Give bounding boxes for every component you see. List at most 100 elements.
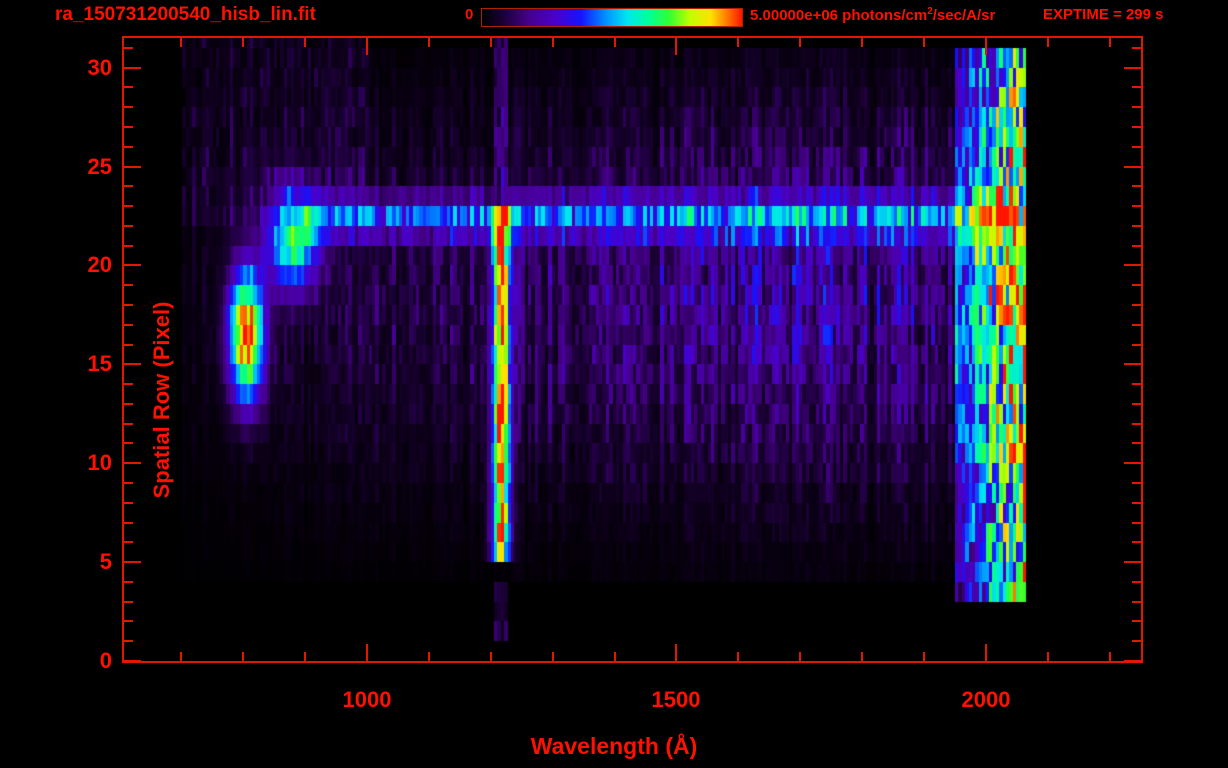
y-tick-major — [124, 462, 141, 464]
y-tick-minor — [124, 522, 133, 524]
y-tick-minor — [124, 106, 133, 108]
x-tick-minor-top — [428, 38, 430, 47]
y-tick-label: 15 — [87, 351, 112, 376]
y-tick-label: 20 — [87, 252, 112, 277]
y-tick-minor — [124, 146, 133, 148]
y-tick-minor — [124, 47, 133, 49]
y-tick-minor — [124, 541, 133, 543]
x-tick-minor-top — [799, 38, 801, 47]
y-tick-minor-right — [1132, 601, 1141, 603]
y-tick-minor-right — [1132, 106, 1141, 108]
x-tick-minor-top — [737, 38, 739, 47]
y-tick-minor-right — [1132, 205, 1141, 207]
y-tick-major-right — [1124, 561, 1141, 563]
y-tick-minor — [124, 284, 133, 286]
y-tick-label: 30 — [87, 55, 112, 80]
x-tick-minor — [737, 652, 739, 661]
x-tick-minor — [304, 652, 306, 661]
y-axis-title: Spatial Row (Pixel) — [149, 301, 174, 499]
x-tick-minor — [861, 652, 863, 661]
y-tick-minor-right — [1132, 146, 1141, 148]
x-tick-minor — [552, 652, 554, 661]
x-tick-minor — [490, 652, 492, 661]
y-tick-minor-right — [1132, 126, 1141, 128]
y-tick-major-right — [1124, 67, 1141, 69]
x-tick-minor-top — [180, 38, 182, 47]
y-tick-minor-right — [1132, 185, 1141, 187]
x-tick-minor — [242, 652, 244, 661]
y-tick-major-right — [1124, 264, 1141, 266]
y-tick-minor — [124, 126, 133, 128]
x-axis-title: Wavelength (Å) — [530, 733, 698, 759]
x-tick-major-top — [985, 38, 987, 55]
colorbar-min-label: 0 — [465, 6, 474, 23]
y-tick-minor-right — [1132, 304, 1141, 306]
x-tick-minor-top — [1109, 38, 1111, 47]
y-tick-minor-right — [1132, 522, 1141, 524]
y-tick-label: 5 — [99, 549, 112, 574]
y-tick-minor — [124, 601, 133, 603]
page-title: ra_150731200540_hisb_lin.fit — [55, 4, 316, 25]
y-tick-minor-right — [1132, 225, 1141, 227]
x-tick-minor — [923, 652, 925, 661]
x-tick-minor — [614, 652, 616, 661]
y-tick-minor — [124, 205, 133, 207]
y-tick-minor-right — [1132, 324, 1141, 326]
colorbar-max-exponent: 2 — [927, 6, 933, 17]
y-tick-minor — [124, 383, 133, 385]
exposure-time-label: EXPTIME = 299 s — [1043, 6, 1164, 23]
y-tick-minor-right — [1132, 86, 1141, 88]
y-tick-label: 25 — [87, 154, 112, 179]
y-tick-minor — [124, 304, 133, 306]
y-tick-minor — [124, 581, 133, 583]
y-tick-minor — [124, 344, 133, 346]
y-tick-minor-right — [1132, 442, 1141, 444]
y-tick-minor-right — [1132, 423, 1141, 425]
x-tick-major-top — [366, 38, 368, 55]
y-tick-major-right — [1124, 166, 1141, 168]
x-tick-label: 1500 — [651, 687, 701, 712]
y-tick-minor — [124, 225, 133, 227]
x-tick-major — [985, 644, 987, 661]
colorbar-max-label: 5.00000e+06 photons/cm2/sec/A/sr — [750, 6, 995, 24]
y-tick-label: 0 — [99, 648, 112, 673]
y-tick-major — [124, 561, 141, 563]
y-tick-minor-right — [1132, 640, 1141, 642]
x-tick-minor — [180, 652, 182, 661]
y-tick-major — [124, 264, 141, 266]
y-tick-minor-right — [1132, 620, 1141, 622]
x-tick-major — [675, 644, 677, 661]
y-tick-minor — [124, 442, 133, 444]
colorbar-max-suffix: /sec/A/sr — [932, 7, 996, 24]
x-tick-minor-top — [490, 38, 492, 47]
y-tick-minor-right — [1132, 344, 1141, 346]
x-tick-minor — [1047, 652, 1049, 661]
y-tick-minor — [124, 185, 133, 187]
x-tick-minor-top — [242, 38, 244, 47]
y-tick-major — [124, 166, 141, 168]
y-tick-minor-right — [1132, 47, 1141, 49]
x-tick-label: 1000 — [342, 687, 392, 712]
colorbar-max-prefix: 5.00000e+06 photons/cm — [750, 7, 928, 24]
y-tick-minor — [124, 423, 133, 425]
y-tick-minor-right — [1132, 403, 1141, 405]
x-tick-minor-top — [614, 38, 616, 47]
x-tick-major-top — [675, 38, 677, 55]
y-tick-minor-right — [1132, 502, 1141, 504]
y-tick-minor-right — [1132, 581, 1141, 583]
x-tick-minor — [428, 652, 430, 661]
y-tick-major — [124, 363, 141, 365]
y-tick-minor — [124, 245, 133, 247]
y-tick-minor-right — [1132, 284, 1141, 286]
y-tick-minor — [124, 324, 133, 326]
y-tick-minor-right — [1132, 482, 1141, 484]
x-tick-label: 2000 — [961, 687, 1011, 712]
y-tick-major-right — [1124, 363, 1141, 365]
y-tick-minor-right — [1132, 541, 1141, 543]
colorbar — [481, 8, 743, 27]
y-tick-label: 10 — [87, 450, 112, 475]
spectrogram-image — [124, 38, 1141, 661]
y-tick-major-right — [1124, 660, 1141, 662]
y-tick-minor — [124, 620, 133, 622]
